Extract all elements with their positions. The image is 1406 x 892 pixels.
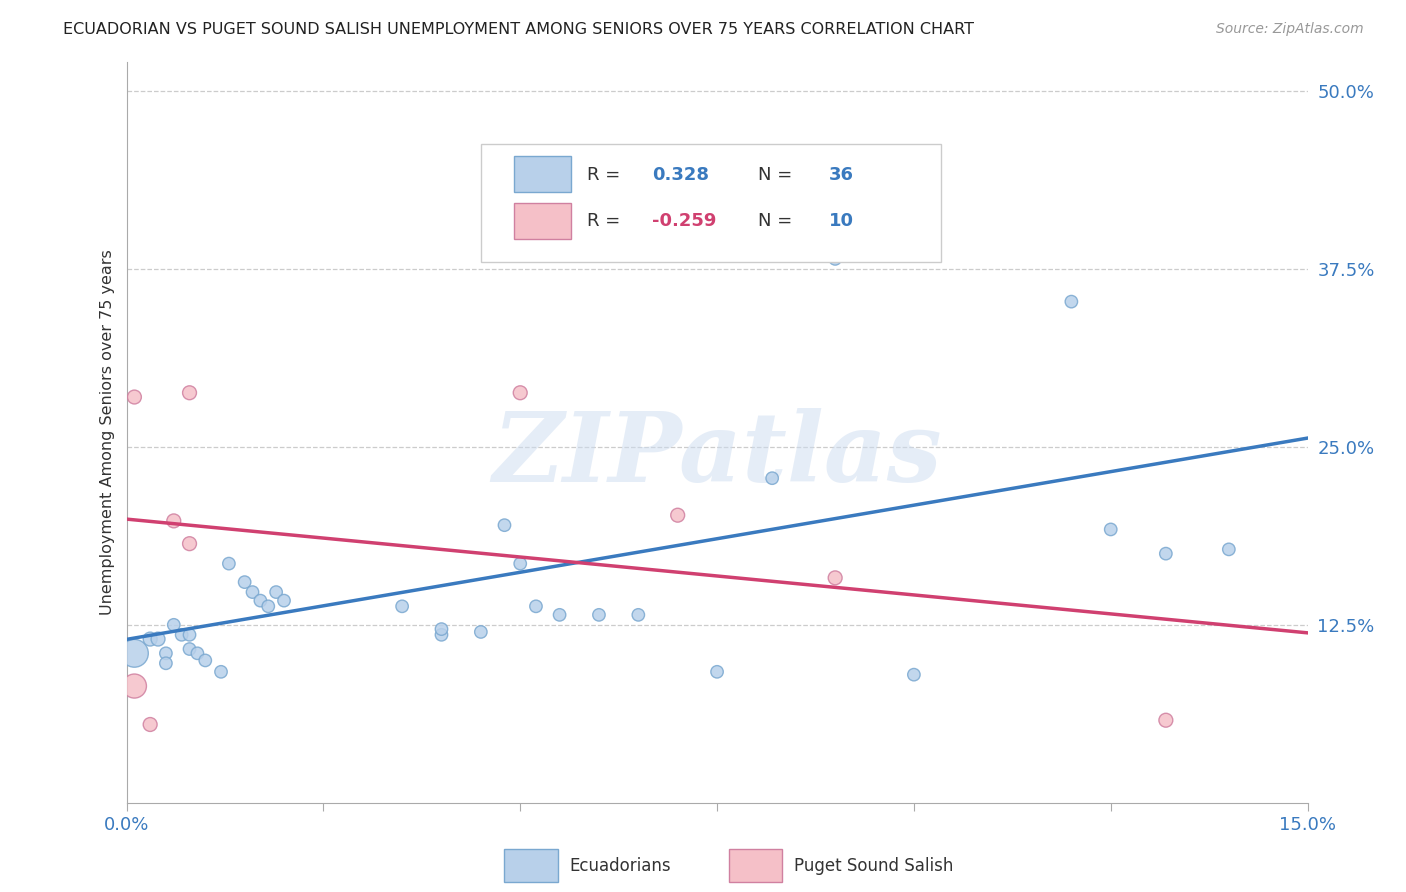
Point bbox=[170, 628, 193, 642]
Text: Ecuadorians: Ecuadorians bbox=[569, 856, 671, 875]
Point bbox=[824, 252, 846, 266]
Point bbox=[163, 514, 186, 528]
Text: N =: N = bbox=[758, 212, 799, 230]
Point bbox=[186, 646, 208, 660]
Point bbox=[124, 390, 146, 404]
Point bbox=[761, 471, 783, 485]
Point bbox=[257, 599, 280, 614]
Point bbox=[194, 653, 217, 667]
Point bbox=[179, 628, 201, 642]
Point bbox=[706, 665, 728, 679]
Point bbox=[179, 385, 201, 400]
Point bbox=[627, 607, 650, 622]
Point bbox=[139, 632, 162, 646]
Point bbox=[430, 622, 453, 636]
Text: R =: R = bbox=[588, 166, 626, 184]
Text: Source: ZipAtlas.com: Source: ZipAtlas.com bbox=[1216, 22, 1364, 37]
Text: R =: R = bbox=[588, 212, 626, 230]
FancyBboxPatch shape bbox=[505, 849, 558, 882]
Point bbox=[124, 679, 146, 693]
Point bbox=[179, 642, 201, 657]
Point bbox=[494, 518, 516, 533]
Text: 10: 10 bbox=[830, 212, 855, 230]
Text: ECUADORIAN VS PUGET SOUND SALISH UNEMPLOYMENT AMONG SENIORS OVER 75 YEARS CORREL: ECUADORIAN VS PUGET SOUND SALISH UNEMPLO… bbox=[63, 22, 974, 37]
Point bbox=[155, 657, 177, 671]
Point bbox=[509, 385, 531, 400]
FancyBboxPatch shape bbox=[515, 156, 571, 192]
Y-axis label: Unemployment Among Seniors over 75 years: Unemployment Among Seniors over 75 years bbox=[100, 250, 115, 615]
Point bbox=[124, 646, 146, 660]
Point bbox=[1218, 542, 1240, 557]
Point bbox=[588, 607, 610, 622]
Point bbox=[1060, 294, 1083, 309]
Point bbox=[470, 624, 492, 639]
Point bbox=[903, 667, 925, 681]
Point bbox=[146, 632, 169, 646]
Point bbox=[430, 628, 453, 642]
Point bbox=[509, 557, 531, 571]
Point bbox=[249, 593, 271, 607]
Point bbox=[1154, 713, 1177, 727]
Text: 0.328: 0.328 bbox=[652, 166, 709, 184]
Point bbox=[1154, 547, 1177, 561]
Point bbox=[1099, 523, 1122, 537]
FancyBboxPatch shape bbox=[481, 144, 942, 262]
Text: 36: 36 bbox=[830, 166, 855, 184]
Point bbox=[391, 599, 413, 614]
Point bbox=[218, 557, 240, 571]
Text: N =: N = bbox=[758, 166, 799, 184]
Point bbox=[233, 575, 256, 590]
Point bbox=[209, 665, 232, 679]
FancyBboxPatch shape bbox=[515, 203, 571, 239]
Text: Puget Sound Salish: Puget Sound Salish bbox=[794, 856, 953, 875]
Point bbox=[273, 593, 295, 607]
Point bbox=[179, 536, 201, 550]
Point bbox=[139, 717, 162, 731]
Point bbox=[627, 148, 650, 162]
FancyBboxPatch shape bbox=[728, 849, 782, 882]
Text: ZIPatlas: ZIPatlas bbox=[492, 408, 942, 502]
Text: -0.259: -0.259 bbox=[652, 212, 717, 230]
Point bbox=[155, 646, 177, 660]
Point bbox=[163, 617, 186, 632]
Point bbox=[824, 571, 846, 585]
Point bbox=[242, 585, 264, 599]
Point bbox=[524, 599, 547, 614]
Point bbox=[666, 508, 689, 523]
Point bbox=[264, 585, 287, 599]
Point bbox=[548, 607, 571, 622]
